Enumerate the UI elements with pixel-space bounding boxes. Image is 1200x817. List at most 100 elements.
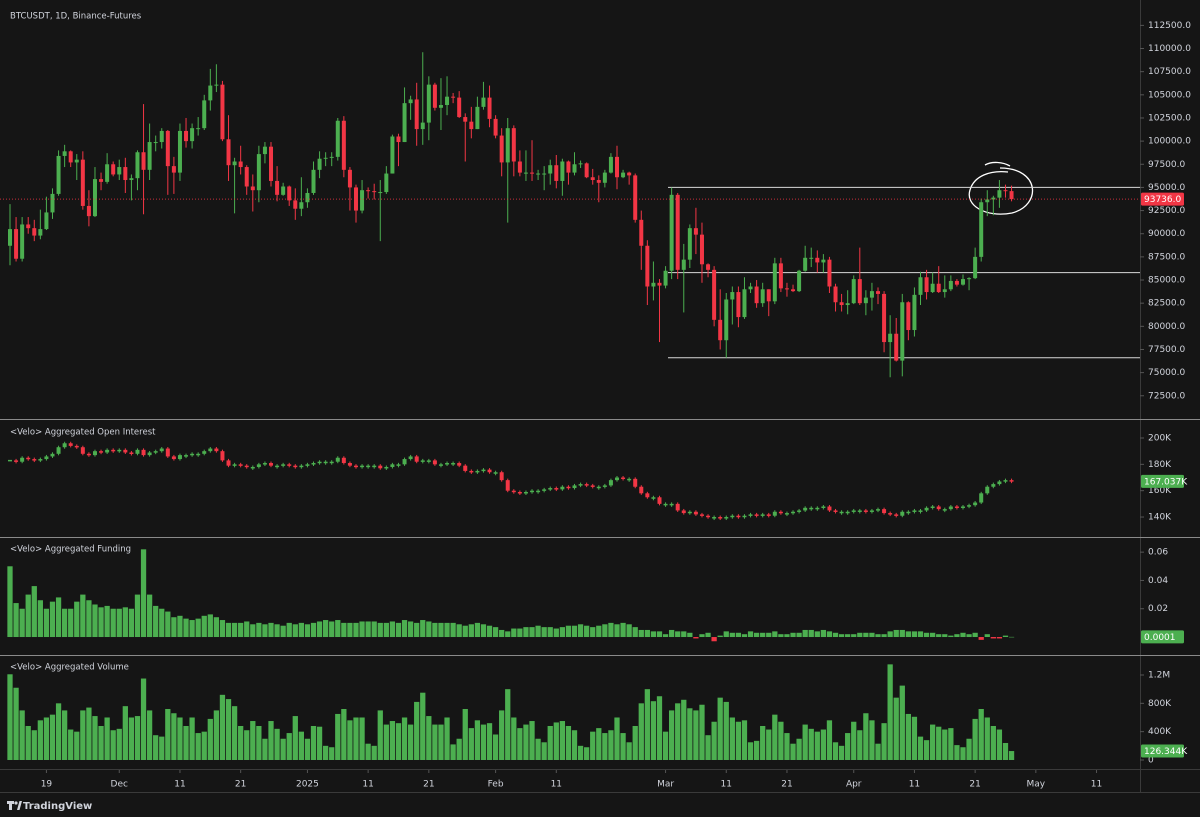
candle-body — [141, 152, 146, 170]
bar — [602, 733, 608, 760]
candle-body — [414, 99, 419, 130]
bar — [250, 721, 256, 760]
bar — [310, 725, 317, 760]
candle-body — [882, 293, 887, 343]
bar — [414, 701, 420, 760]
candle-body — [1003, 480, 1008, 482]
bar — [438, 622, 444, 638]
bar — [942, 729, 948, 760]
candle-body — [602, 485, 607, 487]
y-tick-label: 105000.0 — [1148, 90, 1191, 100]
bar — [444, 622, 450, 638]
candle-body — [548, 165, 553, 174]
bar — [511, 628, 517, 638]
bar — [25, 594, 31, 638]
candle-body — [220, 84, 225, 140]
bar — [923, 632, 930, 638]
bar — [948, 728, 954, 760]
y-tick-label: 102500.0 — [1148, 113, 1191, 123]
candle-body — [699, 514, 704, 516]
candle-body — [772, 511, 777, 516]
candle-body — [232, 464, 237, 466]
bar — [49, 714, 56, 760]
candle-body — [165, 130, 170, 167]
candle-body — [730, 292, 735, 300]
candle-body — [942, 289, 947, 293]
y-tick-label: 180K — [1148, 460, 1172, 470]
footer-logo — [7, 801, 22, 810]
bar — [875, 634, 881, 638]
candle-body — [803, 507, 808, 511]
candle-body — [44, 212, 49, 230]
candle-body — [499, 135, 504, 163]
bar — [165, 708, 171, 760]
bar — [153, 735, 159, 760]
bar — [219, 694, 226, 760]
candle-body — [26, 457, 31, 460]
candle-body — [159, 448, 164, 452]
candle-body — [451, 463, 456, 465]
candle-body — [390, 464, 395, 467]
bar — [480, 724, 487, 760]
candle-body — [821, 259, 826, 263]
candle-body — [851, 510, 856, 512]
candle-body — [86, 205, 91, 217]
bar — [450, 622, 456, 638]
candle-body — [493, 118, 498, 136]
candle-body — [681, 510, 686, 514]
bar — [899, 629, 905, 638]
bar — [110, 730, 116, 760]
bar — [128, 608, 135, 638]
bar — [917, 736, 924, 760]
candle-body — [621, 172, 626, 178]
candle-body — [256, 464, 261, 467]
bar — [407, 724, 414, 760]
bar — [614, 717, 620, 760]
candle-body — [390, 136, 395, 174]
candle-body — [92, 179, 97, 217]
bar — [189, 620, 195, 638]
candle-body — [766, 289, 771, 302]
bar — [104, 605, 110, 638]
candle-body — [1009, 191, 1014, 200]
x-tick-label: 11 — [551, 780, 562, 790]
bar — [559, 627, 566, 638]
candle-body — [487, 97, 492, 119]
candle-body — [117, 167, 122, 175]
candle-body — [639, 219, 644, 246]
last-value-box — [1141, 192, 1184, 206]
bar — [292, 716, 298, 760]
bar — [274, 728, 280, 760]
panel-title: BTCUSDT, 1D, Binance-Futures — [10, 12, 142, 22]
bar — [420, 692, 426, 760]
candle-body — [171, 456, 176, 460]
bar — [19, 608, 25, 638]
bar — [930, 724, 936, 760]
bar — [195, 618, 201, 638]
candle-body — [238, 161, 243, 168]
candle-body — [985, 486, 990, 494]
candle-body — [499, 472, 504, 481]
bar — [256, 622, 262, 638]
candle-body — [778, 263, 783, 289]
candle-body — [888, 333, 893, 343]
candle-body — [408, 99, 413, 104]
candle-body — [930, 506, 935, 508]
bar — [869, 632, 875, 638]
candle-body — [238, 464, 243, 466]
bar — [389, 721, 396, 760]
candle-body — [869, 510, 874, 512]
candle-body — [523, 172, 528, 174]
bar — [875, 743, 881, 760]
candle-body — [724, 299, 729, 341]
bar — [644, 689, 650, 760]
candle-body — [760, 289, 765, 304]
bar — [766, 729, 772, 760]
candle-body — [797, 510, 802, 512]
candle-body — [669, 503, 674, 506]
bar — [280, 625, 286, 638]
bar — [723, 631, 729, 638]
bar — [584, 747, 590, 760]
candle-body — [590, 485, 595, 487]
bar — [638, 629, 644, 638]
